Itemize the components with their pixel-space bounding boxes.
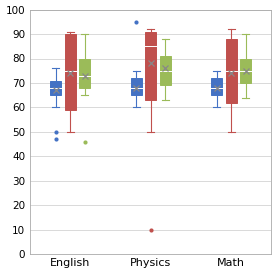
Bar [65,34,76,110]
Bar [225,39,237,102]
Bar [50,81,61,95]
Bar [145,32,157,100]
Bar [160,56,171,85]
Bar [211,78,222,95]
Bar [240,59,251,83]
Bar [79,59,90,88]
Bar [131,78,142,95]
